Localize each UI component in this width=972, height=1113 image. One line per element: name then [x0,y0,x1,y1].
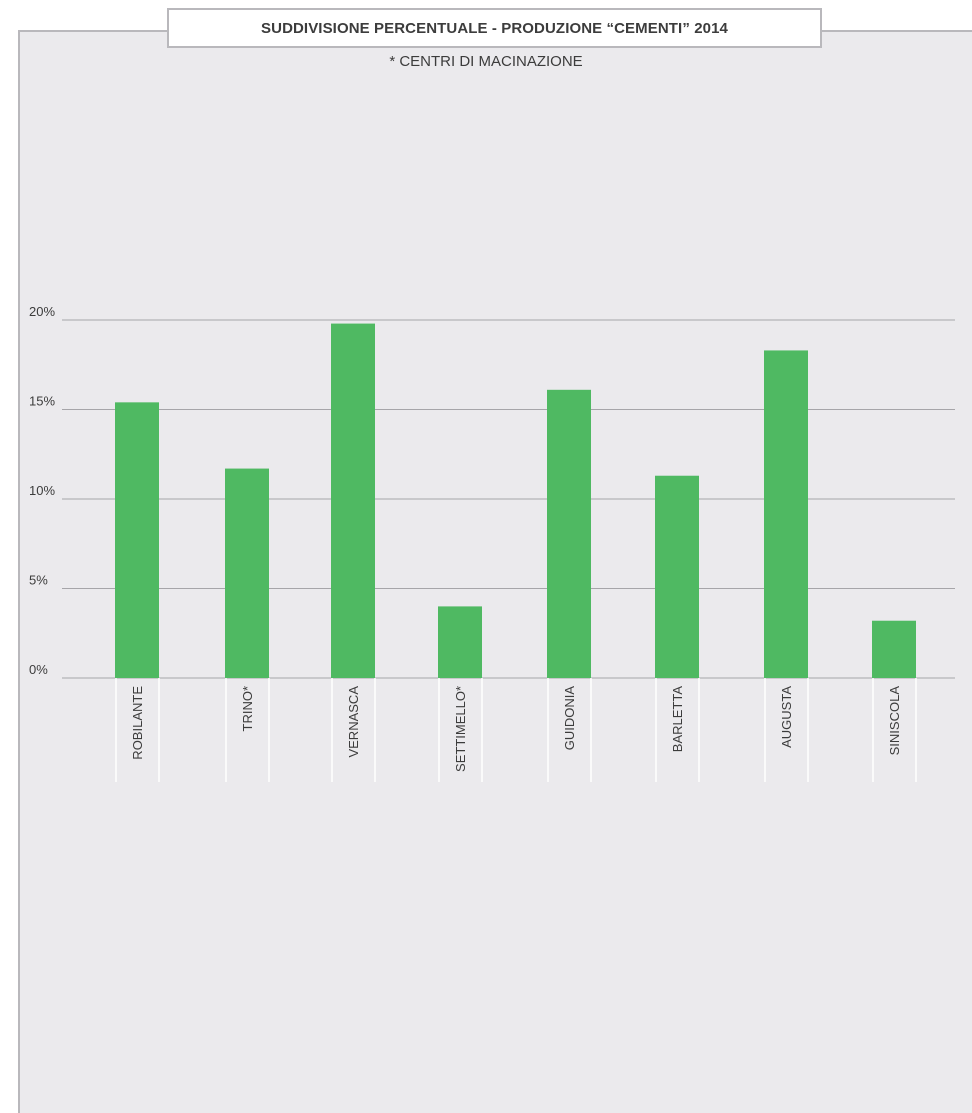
x-category-label: BARLETTA [670,686,685,753]
y-tick-label: 0% [29,662,48,677]
bar [655,475,699,678]
y-tick-label: 10% [29,483,55,498]
chart-panel [18,30,972,1113]
x-category-label: TRINO* [240,686,255,732]
chart-subtitle: * CENTRI DI MACINAZIONE [389,53,583,70]
bar [225,468,269,678]
bar [331,323,375,678]
bar [438,606,482,678]
bar [115,402,159,678]
bar [764,350,808,678]
x-category-label: SINISCOLA [887,686,902,756]
x-category-label: ROBILANTE [130,686,145,760]
y-tick-label: 5% [29,573,48,588]
bar [872,620,916,678]
x-category-label: AUGUSTA [779,686,794,748]
x-category-label: SETTIMELLO* [453,686,468,772]
y-tick-label: 20% [29,304,55,319]
x-category-label: VERNASCA [346,686,361,758]
y-tick-label: 15% [29,394,55,409]
chart-title: SUDDIVISIONE PERCENTUALE - PRODUZIONE “C… [167,8,822,48]
x-category-label: GUIDONIA [562,686,577,751]
bar [547,389,591,678]
